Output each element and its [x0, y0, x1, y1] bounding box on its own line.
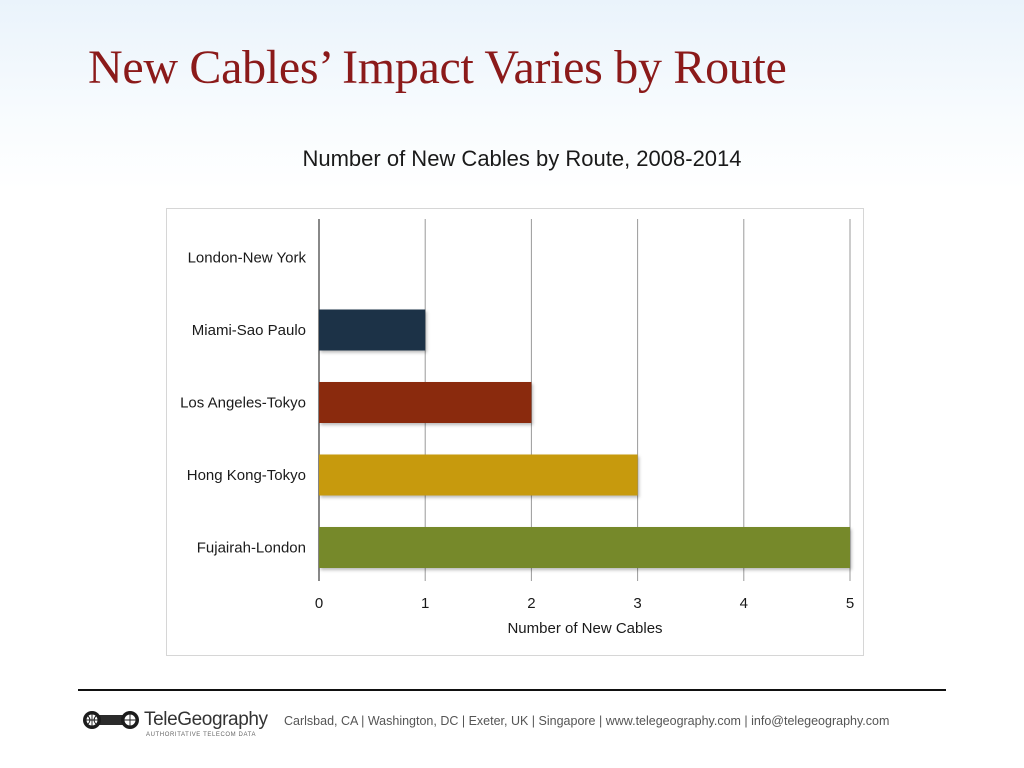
footer-divider [78, 689, 946, 691]
chart-frame: 0 1 2 3 4 5 London-New York Miami-Sao Paulo Los … [166, 208, 864, 656]
bar-hong-kong-tokyo [319, 454, 638, 496]
bar-los-angeles-tokyo [319, 382, 532, 423]
slide-title: New Cables’ Impact Varies by Route [88, 41, 787, 94]
category-label: Miami-Sao Paulo [192, 322, 306, 339]
x-tick-label: 2 [527, 595, 535, 612]
category-label: London-New York [188, 250, 307, 267]
telegeography-logo: TeleGeography AUTHORITATIVE TELECOM DATA [82, 707, 272, 745]
telephone-globe-icon [83, 711, 139, 729]
logo-tagline: AUTHORITATIVE TELECOM DATA [146, 732, 257, 738]
x-tick-label: 3 [633, 595, 641, 612]
footer-contact: Carlsbad, CA | Washington, DC | Exeter, … [284, 714, 890, 728]
grid-layer [318, 219, 851, 581]
x-tick-label: 1 [421, 595, 429, 612]
x-tick-label: 0 [315, 595, 323, 612]
bar-layer [319, 309, 850, 568]
x-tick-label: 4 [740, 595, 748, 612]
bar-fujairah-london [319, 527, 850, 568]
chart-title: Number of New Cables by Route, 2008-2014 [302, 146, 742, 171]
logo-wordmark: TeleGeography [144, 709, 268, 730]
bar-miami-sao-paulo [319, 309, 426, 351]
x-tick-label: 5 [846, 595, 854, 612]
category-label: Los Angeles-Tokyo [180, 395, 306, 412]
label-layer: 0 1 2 3 4 5 London-New York Miami-Sao Paulo Los … [180, 250, 854, 613]
category-label: Fujairah-London [197, 540, 306, 557]
category-label: Hong Kong-Tokyo [187, 467, 306, 484]
bar-chart: 0 1 2 3 4 5 London-New York Miami-Sao Paulo Los … [180, 219, 854, 637]
x-axis-label: Number of New Cables [507, 620, 662, 637]
